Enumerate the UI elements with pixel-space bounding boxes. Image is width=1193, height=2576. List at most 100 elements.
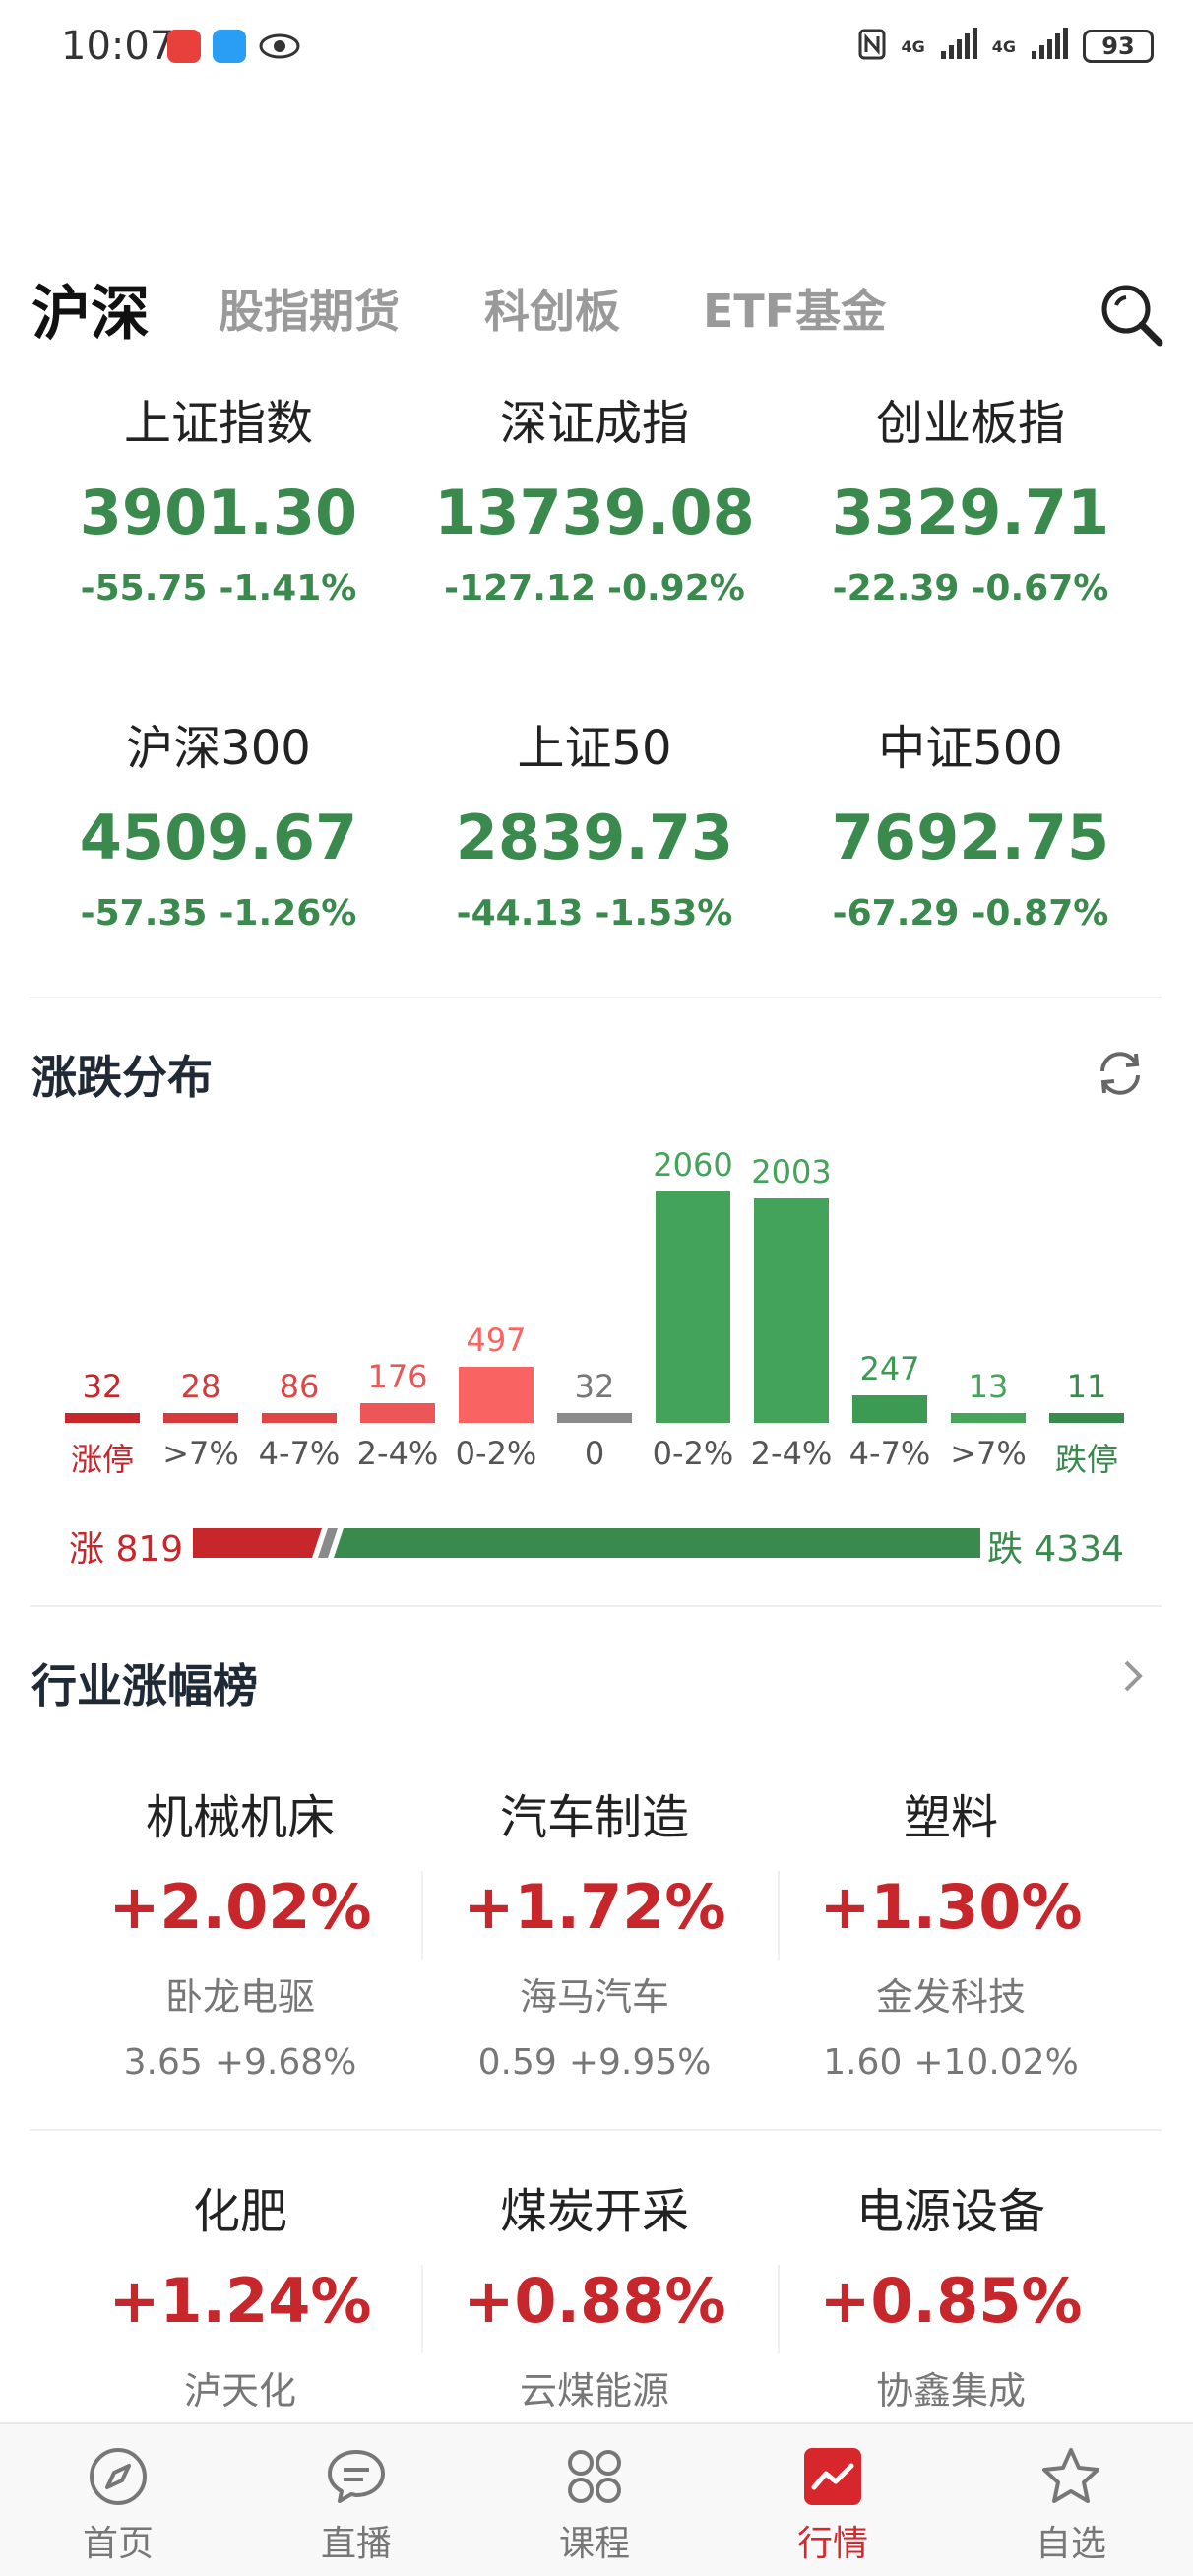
distribution-bar-value: 2060 [653,1146,733,1184]
leading-stock: 海马汽车 [519,1975,669,2019]
index-change: -44.13 -1.53% [398,893,791,934]
distribution-bar-label: 2-4% [750,1435,833,1472]
distribution-bar [951,1413,1026,1423]
index-change-points: -67.29 [832,893,960,934]
industry-card[interactable]: 机械机床 +2.02% 卧龙电驱 3.65 +9.68% [63,1778,417,2083]
status-indicators: 4G 4G 93 [857,28,1154,65]
compass-icon [86,2444,151,2509]
ratio-bar [193,1528,980,1558]
stock-pct: +9.68% [214,2042,357,2083]
nav-live[interactable]: 直播 [278,2444,435,2566]
distribution-bar-label: >7% [950,1435,1027,1472]
distribution-bar-value: 11 [1066,1368,1107,1405]
distribution-bar-value: 13 [968,1368,1009,1405]
divider [30,997,1162,998]
bottom-nav: 首页 直播 课程 行情 自选 [0,2422,1193,2576]
leading-stock: 协鑫集成 [875,2369,1026,2413]
nav-label: 直播 [320,2524,392,2564]
leading-stock-quote: 3.65 +9.68% [63,2042,417,2083]
index-value: 4509.67 [79,802,358,873]
stock-pct: +10.02% [913,2042,1079,2083]
index-change-pct: -0.67% [971,568,1109,609]
tab-hushen[interactable]: 沪深 [31,280,150,349]
distribution-bar-value: 2003 [751,1153,832,1191]
distribution-bar-label: 4-7% [848,1435,931,1472]
tab-star-market[interactable]: 科创板 [484,285,620,338]
industry-card[interactable]: 煤炭开采 +0.88% 云煤能源 [417,2172,772,2415]
tab-etf-funds[interactable]: ETF基金 [703,285,887,338]
nav-label: 首页 [82,2524,154,2564]
industry-pct: +0.85% [819,2265,1083,2337]
distribution-bar [557,1413,632,1423]
industry-title: 行业涨幅榜 [31,1659,258,1712]
distribution-bar [754,1198,829,1423]
distribution-bar-value: 86 [279,1368,320,1405]
distribution-bar-label: 跌停 [1054,1441,1118,1478]
index-change-points: -127.12 [444,568,596,609]
chevron-right-icon[interactable] [1112,1656,1152,1696]
index-card-csi500[interactable]: 中证500 7692.75 -67.29 -0.87% [774,709,1167,934]
index-value: 13739.08 [434,477,755,548]
distribution-bar [163,1413,238,1423]
index-change-points: -55.75 [80,568,208,609]
index-card-shanghai[interactable]: 上证指数 3901.30 -55.75 -1.41% [22,384,415,609]
signal-bars-icon [939,28,978,65]
distribution-bar-value: 247 [859,1350,920,1387]
industry-pct: +0.88% [463,2265,726,2337]
index-change: -22.39 -0.67% [774,568,1167,609]
distribution-bar [262,1413,337,1423]
index-change-pct: -1.26% [219,893,357,934]
industry-name: 煤炭开采 [499,2184,689,2239]
four-leaf-icon [562,2444,627,2509]
industry-card[interactable]: 塑料 +1.30% 金发科技 1.60 +10.02% [774,1778,1128,2083]
index-card-chinext[interactable]: 创业板指 3329.71 -22.39 -0.67% [774,384,1167,609]
distribution-bar-label: 涨停 [70,1441,134,1478]
nav-market[interactable]: 行情 [754,2444,911,2566]
status-bar: 10:07 4G 4G 93 [0,0,1193,98]
industry-pct: +2.02% [108,1871,372,1943]
nav-watchlist[interactable]: 自选 [992,2444,1150,2566]
star-icon [1038,2444,1103,2509]
industry-name: 电源设备 [855,2184,1045,2239]
distribution-bar-value: 32 [574,1368,615,1405]
index-change-pct: -1.41% [219,568,357,609]
market-chart-icon [800,2444,865,2509]
index-value: 3329.71 [831,477,1110,548]
index-change-points: -44.13 [456,893,584,934]
industry-card[interactable]: 汽车制造 +1.72% 海马汽车 0.59 +9.95% [417,1778,772,2083]
index-change-pct: -0.87% [971,893,1109,934]
index-change: -127.12 -0.92% [398,568,791,609]
industry-card[interactable]: 电源设备 +0.85% 协鑫集成 [774,2172,1128,2415]
index-change-points: -57.35 [80,893,208,934]
nav-label: 行情 [796,2524,868,2564]
tab-index-futures[interactable]: 股指期货 [219,285,400,338]
column-separator [778,1871,780,1960]
index-change-pct: -1.53% [595,893,733,934]
column-separator [421,2265,423,2353]
battery-indicator: 93 [1083,30,1154,63]
index-card-sse50[interactable]: 上证50 2839.73 -44.13 -1.53% [398,709,791,934]
distribution-bar [360,1403,435,1423]
chat-bubble-icon [324,2444,389,2509]
divider [30,2129,1162,2131]
nav-courses[interactable]: 课程 [516,2444,673,2566]
industry-card[interactable]: 化肥 +1.24% 泸天化 [63,2172,417,2415]
index-card-shenzhen[interactable]: 深证成指 13739.08 -127.12 -0.92% [398,384,791,609]
index-name: 中证500 [878,721,1063,776]
refresh-icon[interactable] [1093,1046,1148,1101]
ratio-up-segment [193,1528,322,1558]
distribution-bar-label: 2-4% [356,1435,439,1472]
distribution-bar [1049,1413,1124,1423]
stock-price: 0.59 [477,2042,557,2083]
leading-stock-quote: 1.60 +10.02% [774,2042,1128,2083]
nav-home[interactable]: 首页 [39,2444,197,2566]
index-value: 7692.75 [831,802,1110,873]
distribution-bar-value: 497 [466,1321,527,1359]
stock-price: 3.65 [123,2042,203,2083]
index-card-csi300[interactable]: 沪深300 4509.67 -57.35 -1.26% [22,709,415,934]
column-separator [421,1871,423,1960]
index-change: -67.29 -0.87% [774,893,1167,934]
search-icon[interactable] [1097,280,1167,351]
divider [30,1605,1162,1607]
industry-name: 汽车制造 [499,1790,689,1845]
